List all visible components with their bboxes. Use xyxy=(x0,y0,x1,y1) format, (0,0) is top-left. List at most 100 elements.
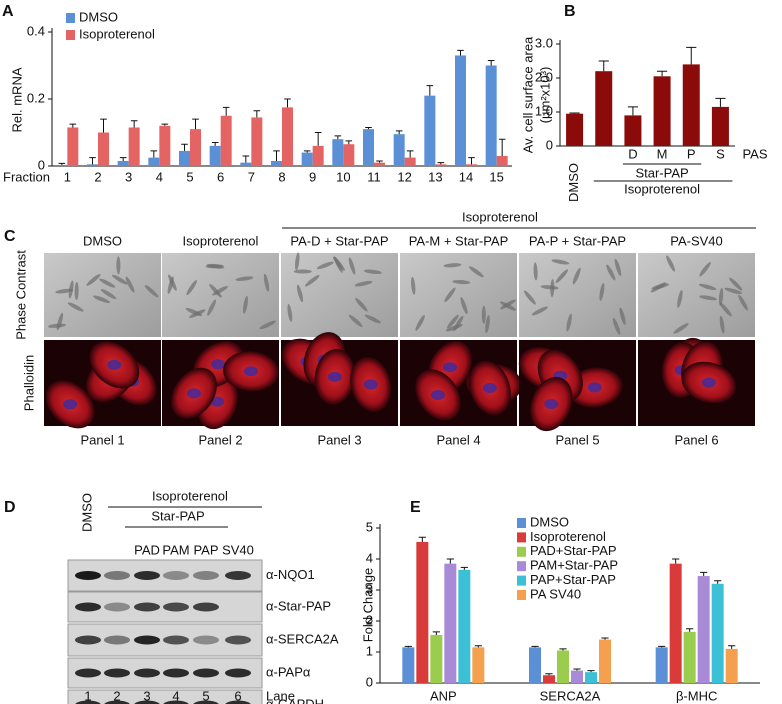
error-bar xyxy=(365,126,372,130)
panel-caption: Panel 1 xyxy=(80,432,124,447)
cell xyxy=(729,277,743,291)
error-bar xyxy=(715,97,726,107)
cell xyxy=(500,301,517,311)
cell xyxy=(719,315,725,334)
bar xyxy=(240,162,252,166)
cell xyxy=(125,276,135,293)
bar xyxy=(424,95,436,166)
bar xyxy=(374,162,385,166)
cell xyxy=(259,320,276,330)
error-bar xyxy=(457,49,464,56)
x-tick-label: 6 xyxy=(217,169,224,184)
nucleus xyxy=(544,399,559,410)
bar xyxy=(466,164,477,166)
x-tick-label: 14 xyxy=(459,169,473,184)
cell xyxy=(533,262,538,281)
x-tick-label: P xyxy=(687,146,696,161)
y-tick-label: 2.0 xyxy=(535,69,553,84)
y-tick-label: 0 xyxy=(366,674,373,689)
cell xyxy=(540,285,559,290)
lane-label: Lane xyxy=(266,688,295,703)
band xyxy=(193,602,219,612)
column-label: PAM xyxy=(162,542,189,557)
band xyxy=(163,700,189,704)
phase-image xyxy=(44,253,161,337)
lane-number: 2 xyxy=(113,688,120,703)
bar xyxy=(67,127,79,166)
column-label: DMSO xyxy=(83,233,122,248)
nucleus xyxy=(587,382,602,393)
nucleus xyxy=(430,389,445,400)
legend-swatch xyxy=(517,575,526,586)
error-bar xyxy=(672,558,680,564)
cell xyxy=(295,252,300,271)
x-tick-label: 2 xyxy=(94,169,101,184)
band xyxy=(75,635,101,645)
cell xyxy=(144,285,159,298)
bar xyxy=(87,164,98,166)
bar xyxy=(595,71,613,146)
cell xyxy=(446,314,459,329)
band xyxy=(225,668,251,678)
y-tick-label: 2 xyxy=(366,612,373,627)
band xyxy=(75,668,101,678)
error-bar xyxy=(426,85,434,96)
row-label: α-SERCA2A xyxy=(266,631,339,646)
error-bar xyxy=(598,60,609,72)
error-bar xyxy=(161,123,169,126)
legend-label: PA SV40 xyxy=(530,586,581,601)
column-label: PA-M + Star-PAP xyxy=(409,233,509,248)
band xyxy=(193,700,219,704)
bar xyxy=(282,107,293,166)
cell xyxy=(48,323,67,328)
nucleus xyxy=(363,379,378,390)
bar xyxy=(312,145,324,166)
panel-letter: C xyxy=(4,228,16,245)
cell xyxy=(354,280,373,287)
panel-caption: Panel 4 xyxy=(436,432,480,447)
error-bar xyxy=(273,150,280,161)
error-bar xyxy=(69,123,77,128)
column-label: Isoproterenol xyxy=(183,233,259,248)
band xyxy=(104,635,130,645)
error-bar xyxy=(181,143,188,151)
nucleus xyxy=(211,359,226,370)
error-bar xyxy=(242,155,250,163)
cell xyxy=(599,283,605,301)
bar xyxy=(117,160,129,166)
cell xyxy=(468,266,484,278)
bar xyxy=(402,647,415,683)
nucleus xyxy=(701,377,716,388)
error-bar xyxy=(487,59,495,66)
bar xyxy=(529,647,541,683)
cell xyxy=(724,287,742,294)
nucleus xyxy=(244,366,259,377)
cell xyxy=(74,282,79,301)
bar xyxy=(301,152,313,166)
x-tick-label: DMSO xyxy=(566,163,581,202)
cell xyxy=(296,284,304,303)
x-tick-label: 10 xyxy=(336,169,350,184)
cell xyxy=(718,287,724,306)
error-bar xyxy=(686,628,694,632)
x-tick-label: ANP xyxy=(430,688,457,703)
legend-label: DMSO xyxy=(79,9,118,24)
band xyxy=(193,668,219,678)
x-tick-label: 5 xyxy=(186,169,193,184)
cell xyxy=(167,276,174,294)
nucleus xyxy=(63,399,78,410)
panel-caption: Panel 6 xyxy=(674,432,718,447)
cell xyxy=(551,259,570,265)
x-tick-label: 12 xyxy=(397,169,411,184)
error-bar xyxy=(545,673,553,676)
band xyxy=(225,700,251,704)
nucleus xyxy=(482,382,497,393)
error-bar xyxy=(284,98,291,108)
column-label: PAP xyxy=(193,542,218,557)
legend-label: Isoproterenol xyxy=(530,529,606,544)
lane-number: 5 xyxy=(202,688,209,703)
band xyxy=(134,635,160,645)
cell xyxy=(112,274,128,285)
cell xyxy=(209,283,222,298)
